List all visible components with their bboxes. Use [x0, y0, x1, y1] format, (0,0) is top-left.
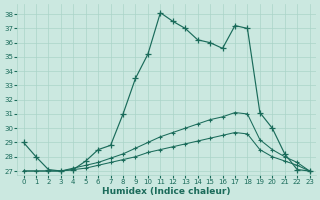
X-axis label: Humidex (Indice chaleur): Humidex (Indice chaleur): [102, 187, 231, 196]
